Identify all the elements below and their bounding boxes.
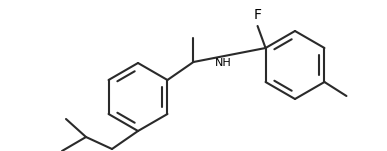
Text: F: F — [253, 8, 262, 22]
Text: NH: NH — [215, 58, 232, 68]
